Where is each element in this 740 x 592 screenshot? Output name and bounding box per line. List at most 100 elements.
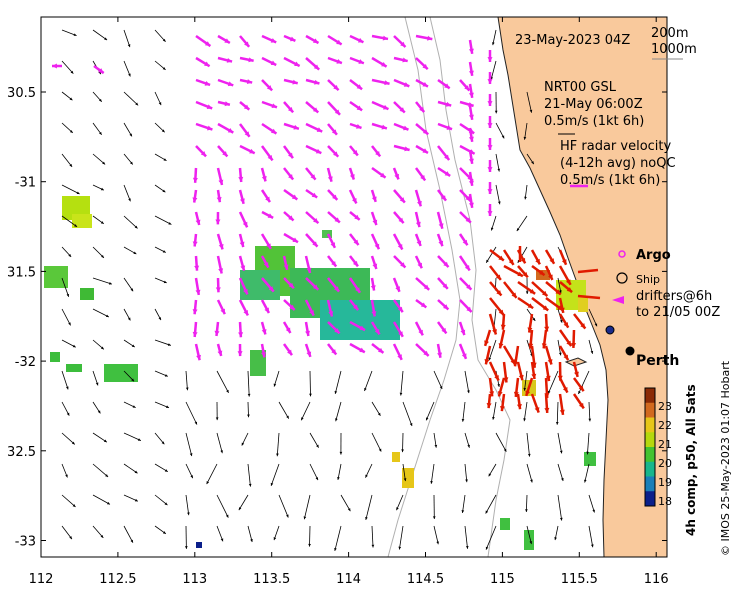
observed-vector-head [104,37,108,41]
model-vector-head [382,104,389,110]
model-vector-head [327,176,333,182]
model-vector-head [294,61,300,67]
model-vector-head [238,176,244,182]
model-vector-head [267,213,274,218]
observed-vector [495,184,501,205]
radar-vector-head [489,391,495,397]
model-vector-head [52,63,57,69]
observed-vector-head [316,444,319,448]
observed-vector-head [162,38,166,42]
observed-vector [516,215,528,232]
model-vector-head [417,200,422,207]
model-vector-head [371,311,377,317]
observed-vector [154,339,172,346]
model-vector-head [227,81,234,87]
model-vector-head [336,59,342,64]
observed-vector-head [130,539,133,543]
observed-vector [578,370,590,395]
x-tick-label: 112.5 [99,572,136,587]
observed-vector-head [185,387,189,391]
model-vector-head [244,131,250,137]
model-vector-head [465,217,471,223]
observed-vector [185,432,193,457]
model-vector-head [400,262,406,268]
colorbar-segment [645,402,655,418]
observed-vector-head [465,479,468,483]
model-vector-head [288,282,294,289]
x-tick-label: 114.5 [407,572,444,587]
model-vector-head [204,61,210,67]
observed-vector [278,494,289,518]
observed-vector-head [161,441,165,445]
observed-vector-head [503,448,507,452]
radar-vector-head [578,402,584,409]
model-vector-head [242,221,248,228]
observed-vector-head [74,224,78,227]
observed-vector [270,463,280,486]
observed-vector-head [270,482,274,486]
model-vector-head [288,215,294,221]
observed-vector-head [523,387,527,391]
model-vector-head [237,351,243,357]
observed-vector-head [189,453,193,457]
radar-vector-head [565,279,571,285]
observed-vector [154,494,168,506]
observed-vector-head [365,517,368,520]
observed-vector-head [555,422,559,425]
model-vector-head [288,152,293,159]
observed-vector-head [378,448,382,452]
x-tick-label: 112 [29,572,54,587]
model-vector-head [464,265,470,271]
model-vector-head [248,57,254,63]
observed-vector [61,494,76,508]
model-vector-head [374,328,380,335]
observed-vector-head [162,67,166,70]
model-vector-head [331,349,337,355]
observed-vector [238,494,249,511]
y-tick-label: 31.5 [7,265,36,280]
observed-vector [433,525,439,545]
observed-vector-head [165,405,169,408]
observed-vector [216,494,229,518]
observed-vector-head [430,480,433,484]
observed-vector-head [399,392,403,396]
observed-vector-head [108,282,112,285]
radar-legend-line2: (4-12h avg) noQC [560,156,676,171]
radar-vector-head [563,354,569,361]
model-vector-head [315,148,322,154]
observed-vector-head [164,374,168,377]
model-vector-head [381,61,387,67]
observed-vector [123,525,134,543]
model-vector-head [261,176,267,182]
model-vector-head [382,35,389,41]
radar-vector-head [529,288,536,294]
x-tick-label: 114 [336,572,361,587]
observed-vector [526,463,533,483]
model-vector-head [266,243,271,249]
colorbar-frame [644,387,656,507]
y-tick-label: -33 [15,535,36,550]
radar-vector-head [539,270,545,276]
model-vector-head [468,202,474,208]
model-vector-head [334,217,340,223]
radar-vector-head [525,390,531,396]
observed-vector-head [436,541,440,545]
observed-vector-head [135,102,139,106]
model-vector-head [214,330,220,336]
observed-vector-head [592,509,595,513]
observed-vector-head [158,102,162,106]
model-vector-head [224,38,230,43]
observed-vector-head [583,479,587,483]
radar-vector-head [548,274,553,280]
observed-vector-head [525,291,529,295]
model-vector-head [397,354,402,360]
observed-vector-head [488,473,492,477]
observed-vector-head [492,416,495,420]
observed-vector-head [364,387,367,391]
model-vector-head [402,125,409,131]
colorbar-tick-label: 20 [658,457,672,470]
model-vector-head [243,104,250,110]
model-vector-head [446,125,453,130]
observed-vector-head [558,352,562,356]
